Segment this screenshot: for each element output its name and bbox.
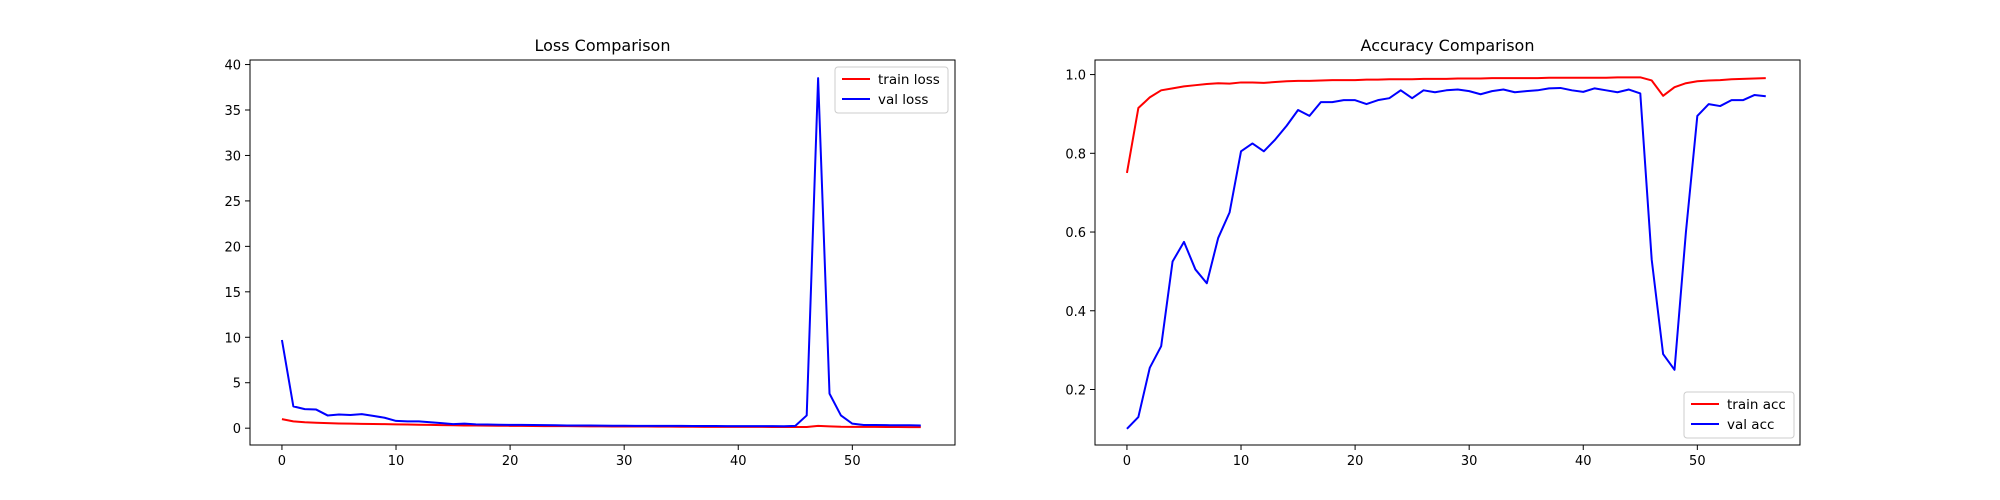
series-line-val-loss <box>280 77 921 428</box>
loss-y-tick-label: 10 <box>224 331 241 346</box>
accuracy-y-tick-label: 0.6 <box>1065 226 1086 241</box>
accuracy-x-tick-label: 30 <box>1461 454 1478 469</box>
series-line-train-acc <box>1125 76 1766 174</box>
accuracy-y-tick-label: 1.0 <box>1065 69 1086 84</box>
accuracy-x-tick-label: 20 <box>1347 454 1364 469</box>
legend-label-val-acc: val acc <box>1727 417 1774 433</box>
loss-chart: Loss Comparison 0 10 20 30 40 50 0 5 10 15 20 25 30 3… <box>224 36 956 469</box>
accuracy-chart-title: Accuracy Comparison <box>1361 36 1535 55</box>
accuracy-plot-frame <box>1094 59 1801 446</box>
loss-x-tick-label: 40 <box>730 454 747 469</box>
accuracy-x-tick-label: 0 <box>1123 454 1131 469</box>
loss-y-tick-label: 35 <box>224 104 241 119</box>
series-line-val-acc <box>1126 86 1766 430</box>
accuracy-x-tick-label: 50 <box>1689 454 1706 469</box>
loss-y-tick-label: 15 <box>224 286 241 301</box>
loss-x-tick-label: 30 <box>616 454 633 469</box>
accuracy-x-tick-label: 10 <box>1233 454 1250 469</box>
loss-y-tick-label: 40 <box>224 59 241 74</box>
loss-x-tick-label: 20 <box>502 454 519 469</box>
legend-label-train-loss: train loss <box>878 72 940 88</box>
loss-y-tick-label: 25 <box>224 195 241 210</box>
loss-legend: train loss val loss <box>834 66 949 114</box>
accuracy-chart: Accuracy Comparison 0 10 20 30 40 50 0.2 0.4 0.6… <box>1065 36 1801 469</box>
accuracy-tick-layer: 0 10 20 30 40 50 0.2 0.4 0.6 0.8 1.0 <box>1065 69 1705 469</box>
accuracy-y-tick-label: 0.8 <box>1065 147 1086 162</box>
loss-x-tick-label: 50 <box>844 454 861 469</box>
legend-label-val-loss: val loss <box>878 92 928 108</box>
loss-y-tick-label: 0 <box>233 422 241 437</box>
loss-tick-layer: 0 10 20 30 40 50 0 5 10 15 20 25 30 35 40 <box>224 59 860 469</box>
accuracy-series-layer <box>1125 76 1766 430</box>
accuracy-legend: train acc val acc <box>1683 391 1795 439</box>
loss-x-tick-label: 10 <box>388 454 405 469</box>
legend-label-train-acc: train acc <box>1727 397 1786 413</box>
loss-y-tick-label: 20 <box>224 240 241 255</box>
loss-y-tick-label: 30 <box>224 149 241 164</box>
accuracy-y-tick-label: 0.4 <box>1065 305 1086 320</box>
loss-y-tick-label: 5 <box>233 377 241 392</box>
loss-x-tick-label: 0 <box>278 454 286 469</box>
loss-plot-frame <box>249 59 956 446</box>
loss-series-layer <box>280 77 921 429</box>
accuracy-x-tick-label: 40 <box>1575 454 1592 469</box>
loss-chart-title: Loss Comparison <box>535 36 671 55</box>
accuracy-y-tick-label: 0.2 <box>1065 383 1086 398</box>
